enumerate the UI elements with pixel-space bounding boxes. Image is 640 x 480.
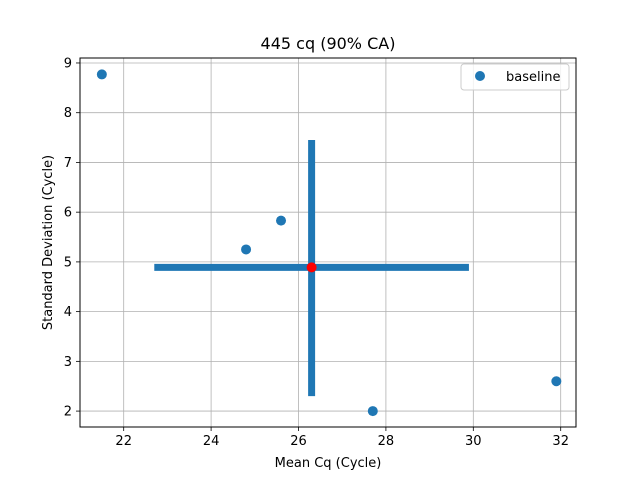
center-point: [306, 262, 317, 273]
y-tick-label: 5: [64, 255, 72, 270]
y-tick-label: 2: [64, 405, 72, 420]
data-point: [367, 406, 378, 417]
data-point: [551, 376, 562, 387]
x-axis-ticks: 22 24 26 28 30 32: [115, 427, 569, 449]
data-point: [96, 69, 107, 80]
data-points: [96, 69, 562, 417]
x-tick-label: 22: [115, 434, 132, 449]
plot-frame: [79, 57, 577, 428]
x-tick-label: 32: [552, 434, 569, 449]
x-tick-label: 26: [290, 434, 307, 449]
x-tick-label: 30: [465, 434, 482, 449]
x-tick-label: 24: [203, 434, 220, 449]
grid: [80, 58, 576, 427]
legend-marker-baseline: [475, 71, 485, 81]
y-tick-label: 8: [64, 106, 72, 121]
x-axis-label: Mean Cq (Cycle): [275, 456, 382, 471]
legend-box: [460, 63, 570, 91]
y-axis-label: Standard Deviation (Cycle): [41, 155, 56, 330]
legend-label-baseline: baseline: [506, 70, 560, 85]
y-tick-label: 4: [64, 305, 72, 320]
chart-title: 445 cq (90% CA): [261, 34, 396, 53]
y-tick-label: 7: [64, 156, 72, 171]
data-point: [241, 244, 252, 255]
y-tick-label: 3: [64, 355, 72, 370]
x-tick-label: 28: [378, 434, 395, 449]
y-axis-ticks: 2 3 4 5 6 7 8 9: [64, 56, 80, 420]
y-tick-label: 6: [64, 206, 72, 221]
y-tick-label: 9: [64, 56, 72, 71]
data-point: [276, 215, 287, 226]
legend: baseline: [460, 63, 570, 91]
